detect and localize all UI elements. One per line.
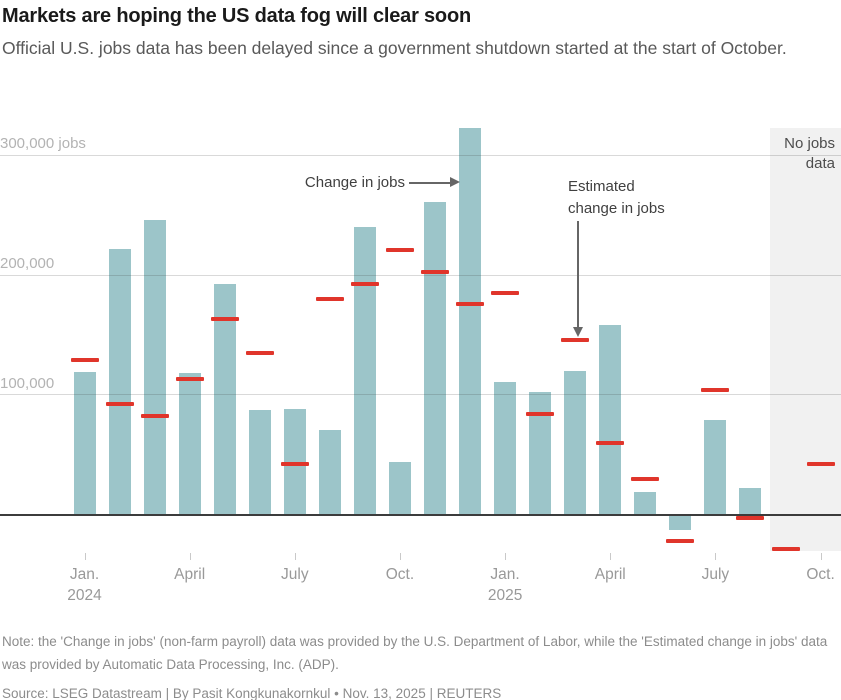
estimate-dash-mar-2025 [561,337,590,342]
estimate-dash-mar-2024 [140,414,169,419]
estimate-dash-feb-2024 [105,402,134,407]
zero-axis-line [0,513,841,516]
x-tick-label-15: April [594,566,626,583]
gridline-200000 [0,274,841,276]
estimated-annotation-line1: Estimated [568,178,635,195]
bar-apr-2024 [178,373,201,515]
bar-oct-2024 [388,461,411,515]
estimated-annotation-line2: change in jobs [568,200,665,217]
gridline-100000 [0,394,841,396]
estimated-annotation-arrow-head-icon [572,327,583,337]
no-data-label: No jobs data [784,134,835,174]
estimate-dash-apr-2025 [596,440,625,445]
estimate-dash-jan-2024 [70,358,99,363]
estimate-dash-may-2025 [631,476,660,481]
bar-jun-2025 [669,514,692,531]
y-tick-label-200000: 200,000 [0,255,55,273]
bar-jan-2024 [73,372,96,515]
bar-may-2025 [634,491,657,515]
x-tick-9 [399,553,401,560]
estimated-series-annotation: Estimated change in jobs [568,176,665,220]
x-tick-label-3: April [174,566,206,583]
x-tick-3 [189,553,191,560]
estimate-dash-apr-2024 [175,377,204,382]
estimate-dash-oct-2025 [806,462,835,467]
x-tick-21 [820,553,822,560]
estimate-dash-jun-2025 [666,538,695,543]
no-data-region: No jobs data [770,128,841,551]
bar-aug-2025 [739,488,762,515]
bar-jan-2025 [494,381,517,515]
no-data-label-line2: data [805,155,835,172]
bar-mar-2025 [564,370,587,515]
bar-mar-2024 [143,220,166,515]
x-tick-6 [294,553,296,560]
chart-footer: Note: the 'Change in jobs' (non-farm pay… [2,630,841,700]
estimate-dash-feb-2025 [526,411,555,416]
estimate-dash-jun-2024 [245,350,274,355]
estimate-dash-sep-2025 [771,547,800,552]
x-tick-label-18: July [701,566,730,583]
estimate-dash-jul-2025 [701,388,730,393]
bar-sep-2024 [353,227,376,515]
chart-area: No jobs data 100,000 200,000 300,000 jobs … [0,127,841,604]
bar-jul-2024 [283,409,306,515]
source-line: Source: LSEG Datastream | By Pasit Kongk… [2,686,502,700]
footnote: Note: the 'Change in jobs' (non-farm pay… [2,634,828,672]
bar-aug-2024 [318,429,341,515]
estimate-dash-aug-2025 [736,516,765,521]
x-tick-label-21: Oct. [806,566,835,583]
bar-jul-2025 [704,419,727,515]
x-tick-label-0: Jan. 2024 [67,566,102,604]
bar-may-2024 [213,283,236,515]
x-tick-15 [610,553,612,560]
bar-feb-2025 [529,392,552,515]
estimate-dash-jul-2024 [280,462,309,467]
gridline-300000 [0,154,841,156]
bar-dec-2024 [459,127,482,515]
x-tick-12 [505,553,507,560]
y-tick-label-300000: 300,000 jobs [0,135,86,153]
no-data-label-line1: No jobs [784,135,835,152]
estimate-dash-sep-2024 [350,281,379,286]
estimate-dash-dec-2024 [456,301,485,306]
y-tick-label-100000: 100,000 [0,374,55,392]
x-tick-label-12: Jan. 2025 [487,566,523,604]
estimated-annotation-arrow-line [577,221,579,328]
estimate-dash-nov-2024 [421,269,449,274]
bar-apr-2025 [599,325,622,515]
bars-annotation-arrow-line [409,182,451,184]
estimate-dash-may-2024 [210,317,239,322]
chart-title: Markets are hoping the US data fog will … [2,5,471,27]
estimate-dash-jan-2025 [491,291,520,296]
x-tick-18 [715,553,717,560]
chart-subtitle: Official U.S. jobs data has been delayed… [2,38,787,58]
bar-feb-2024 [108,248,131,515]
estimate-dash-oct-2024 [385,248,414,253]
x-tick-0 [84,553,86,560]
bars-series-annotation: Change in jobs [304,174,405,191]
estimate-dash-aug-2024 [315,297,344,302]
bar-nov-2024 [424,202,446,515]
x-tick-label-9: Oct. [385,566,415,583]
x-tick-label-6: July [281,566,309,583]
bars-annotation-arrow-head-icon [450,177,460,187]
bar-jun-2024 [248,410,271,515]
